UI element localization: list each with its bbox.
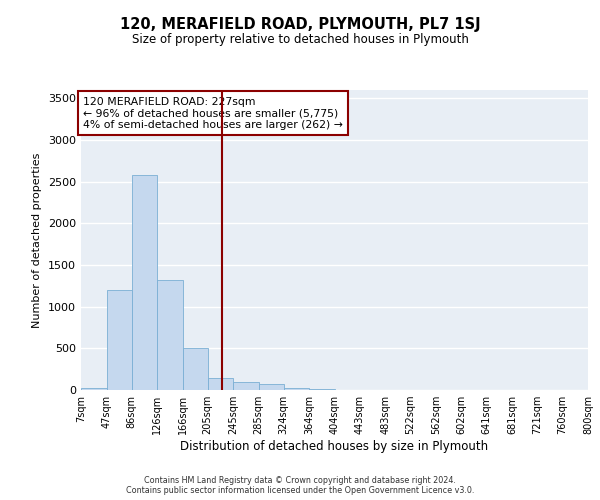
Bar <box>259 384 284 390</box>
Bar <box>131 176 157 390</box>
Text: 120 MERAFIELD ROAD: 227sqm
← 96% of detached houses are smaller (5,775)
4% of se: 120 MERAFIELD ROAD: 227sqm ← 96% of deta… <box>83 96 343 130</box>
Bar <box>107 290 131 390</box>
Bar <box>157 280 182 390</box>
Text: Size of property relative to detached houses in Plymouth: Size of property relative to detached ho… <box>131 32 469 46</box>
Text: Contains HM Land Registry data © Crown copyright and database right 2024.
Contai: Contains HM Land Registry data © Crown c… <box>126 476 474 495</box>
Y-axis label: Number of detached properties: Number of detached properties <box>32 152 43 328</box>
Bar <box>208 378 233 390</box>
Bar <box>81 388 107 390</box>
Bar <box>182 348 208 390</box>
Text: 120, MERAFIELD ROAD, PLYMOUTH, PL7 1SJ: 120, MERAFIELD ROAD, PLYMOUTH, PL7 1SJ <box>119 18 481 32</box>
Bar <box>233 382 259 390</box>
Bar <box>284 388 309 390</box>
X-axis label: Distribution of detached houses by size in Plymouth: Distribution of detached houses by size … <box>181 440 488 453</box>
